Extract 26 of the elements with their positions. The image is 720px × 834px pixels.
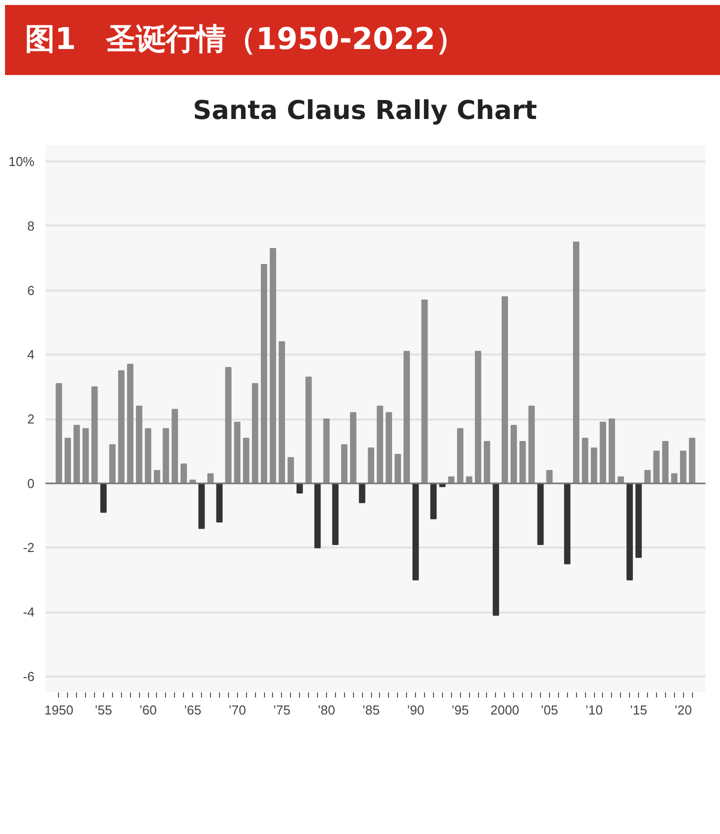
x-tick-label: ’70 xyxy=(228,702,246,718)
y-tick-label: 10% xyxy=(8,154,35,170)
x-tick-label: ’15 xyxy=(630,702,648,718)
x-tick-label: ’55 xyxy=(94,702,112,718)
x-tick-label: ’05 xyxy=(540,702,558,718)
y-tick-label: -4 xyxy=(22,604,35,620)
x-tick-label: ’85 xyxy=(362,702,380,718)
x-tick-label: ’75 xyxy=(273,702,291,718)
x-tick-label: ’95 xyxy=(452,702,469,718)
x-tick-label: ’65 xyxy=(184,702,202,718)
y-tick-label: 6 xyxy=(27,282,35,298)
x-tick-label: 2000 xyxy=(490,702,520,718)
x-tick-label: ’80 xyxy=(318,702,336,718)
y-tick-label: -2 xyxy=(22,540,35,556)
chart-subtitle: Santa Claus Rally Chart xyxy=(192,95,538,128)
y-tick-label: 2 xyxy=(27,412,35,426)
x-tick-label: ’10 xyxy=(585,702,603,718)
chart-title: 图1 圣诞行情（1950-2022） xyxy=(25,21,466,59)
y-tick-label: 4 xyxy=(27,347,35,362)
x-tick-label: 1950 xyxy=(44,702,74,718)
y-tick-label: -6 xyxy=(22,668,35,684)
x-tick-label: ’90 xyxy=(406,702,424,718)
y-tick-label: 8 xyxy=(27,218,35,234)
x-tick-label: ’20 xyxy=(674,702,692,718)
y-tick-label: 0 xyxy=(27,476,35,491)
x-tick-label: ’60 xyxy=(139,702,157,718)
